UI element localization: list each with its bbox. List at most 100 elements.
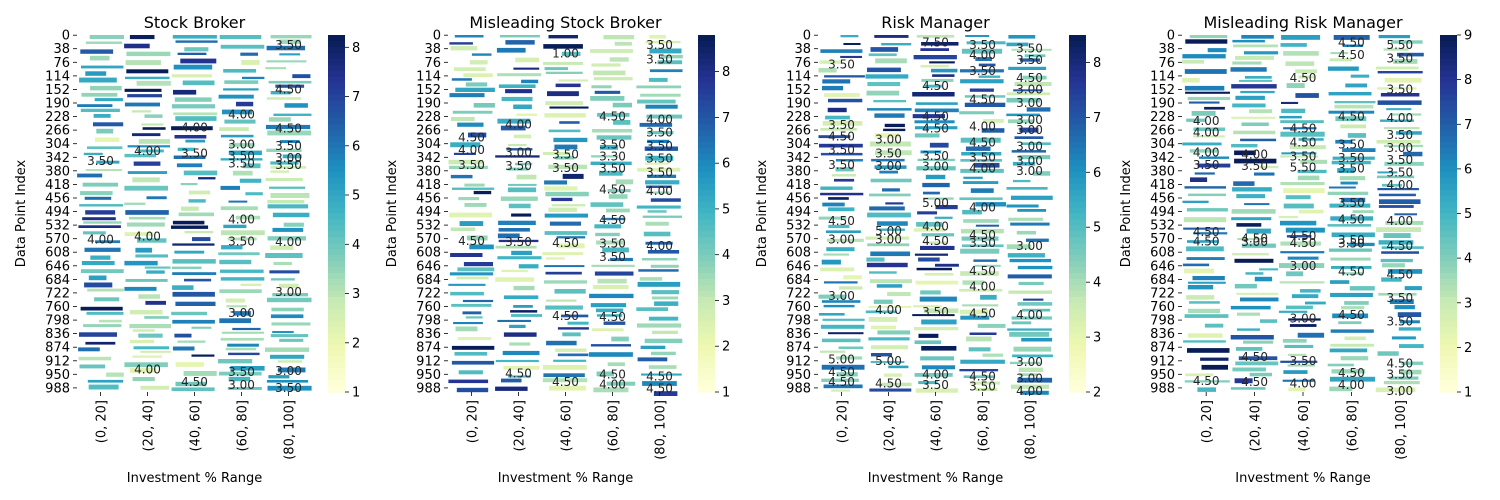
heatmap-cell (1183, 340, 1226, 343)
colorbar-segment (328, 237, 345, 244)
heatmap-cell (1393, 59, 1418, 64)
cell-annotation: 4.00 (228, 212, 255, 226)
colorbar-segment (698, 326, 715, 334)
heatmap-cell (272, 212, 310, 218)
heatmap-cell (660, 54, 683, 59)
heatmap-cell (592, 285, 629, 289)
cell-annotation: 1.00 (552, 47, 579, 61)
heatmap-cell (548, 207, 577, 212)
heatmap-cell (1345, 83, 1367, 88)
heatmap-cell (867, 108, 912, 111)
colorbar-tick-label: 3 (1093, 331, 1101, 346)
heatmap-cell (653, 391, 678, 396)
heatmap-cell (243, 163, 261, 169)
colorbar-segment (698, 296, 715, 304)
heatmap-cell (83, 231, 106, 235)
heatmap-cell (1187, 96, 1230, 101)
heatmap-cell (125, 60, 161, 65)
heatmap-cell (888, 365, 909, 369)
colorbar-tick-label: 4 (722, 248, 730, 263)
cell-annotation: 3.50 (1386, 165, 1413, 179)
heatmap-cell (1188, 101, 1220, 104)
heatmap-cell (918, 333, 939, 338)
heatmap-cell (1341, 306, 1365, 310)
heatmap-cell (1182, 263, 1210, 267)
heatmap-cell (1376, 140, 1421, 144)
colorbar-segment (1440, 64, 1457, 72)
colorbar-segment (1440, 255, 1457, 262)
heatmap-cell (1011, 150, 1046, 153)
colorbar-segment (328, 314, 345, 322)
heatmap-cell (548, 35, 578, 39)
cell-annotation: 4.00 (1016, 308, 1043, 322)
heatmap-cell (877, 330, 911, 335)
heatmap-cell (866, 262, 908, 268)
heatmap-cell (144, 316, 169, 319)
colorbar-segment (328, 332, 345, 340)
cell-annotation: 4.50 (599, 213, 626, 227)
heatmap-cell (171, 225, 209, 229)
heatmap-cell (962, 209, 983, 215)
heatmap-cell (645, 155, 674, 161)
cell-annotation: 3.00 (275, 364, 302, 378)
colorbar-segment (1069, 386, 1086, 393)
heatmap-cell (921, 78, 954, 82)
heatmap-cell (914, 120, 955, 124)
heatmap-cell (174, 333, 192, 338)
cell-annotation: 4.00 (646, 112, 673, 126)
heatmap-cell (1009, 361, 1041, 365)
heatmap-cell (1286, 83, 1305, 88)
heatmap-cell (266, 60, 307, 63)
heatmap-cell (140, 385, 169, 390)
heatmap-cell (1327, 224, 1372, 227)
x-axis-label: Investment % Range (127, 471, 262, 486)
heatmap-cell (1391, 336, 1416, 340)
heatmap-cell (132, 329, 155, 332)
colorbar-segment (1440, 380, 1457, 387)
heatmap-cell (495, 359, 539, 363)
x-tick-label: (40, 60] (1297, 400, 1312, 452)
heatmap-cell (513, 134, 532, 139)
colorbar-segment (328, 100, 345, 107)
heatmap-cell (969, 332, 997, 335)
heatmap-cell (465, 82, 488, 87)
colorbar-segment (698, 290, 715, 298)
heatmap-cell (451, 303, 492, 307)
heatmap-cell (593, 387, 629, 393)
heatmap-cell (1238, 79, 1273, 82)
colorbar-segment (328, 112, 345, 119)
heatmap-cell (973, 162, 1000, 168)
heatmap-cell (125, 210, 169, 215)
heatmap-cell (1188, 308, 1221, 313)
y-tick-label: 190 (1150, 97, 1175, 112)
heatmap-cell (590, 161, 632, 165)
heatmap-cell (843, 43, 861, 45)
heatmap-cell (449, 272, 494, 276)
heatmap-cell (824, 75, 865, 78)
colorbar-segment (698, 267, 715, 274)
heatmap-cell (920, 64, 949, 68)
heatmap-cell (650, 198, 681, 202)
heatmap-cell (175, 301, 216, 306)
colorbar-segment (1440, 58, 1457, 66)
heatmap-cell (1283, 188, 1325, 193)
heatmap-cell (450, 117, 475, 121)
x-tick-label: (80, 100] (654, 400, 669, 460)
colorbar-segment (1069, 344, 1086, 351)
heatmap-cell (596, 240, 624, 245)
heatmap-cell (818, 294, 846, 299)
heatmap-cell (960, 271, 999, 276)
heatmap-cell (1032, 171, 1051, 176)
cell-annotation: 4.00 (1016, 384, 1043, 398)
heatmap-cell (825, 115, 850, 120)
heatmap-cell (650, 264, 679, 268)
heatmap-cell (1014, 136, 1044, 139)
heatmap-cell (977, 323, 1006, 328)
heatmap-cell (129, 35, 155, 40)
colorbar-segment (698, 100, 715, 107)
colorbar-segment (698, 177, 715, 185)
heatmap-cell (868, 317, 898, 322)
heatmap-cell (1017, 209, 1047, 212)
heatmap-cell (511, 314, 542, 317)
heatmap-cell (919, 296, 957, 302)
